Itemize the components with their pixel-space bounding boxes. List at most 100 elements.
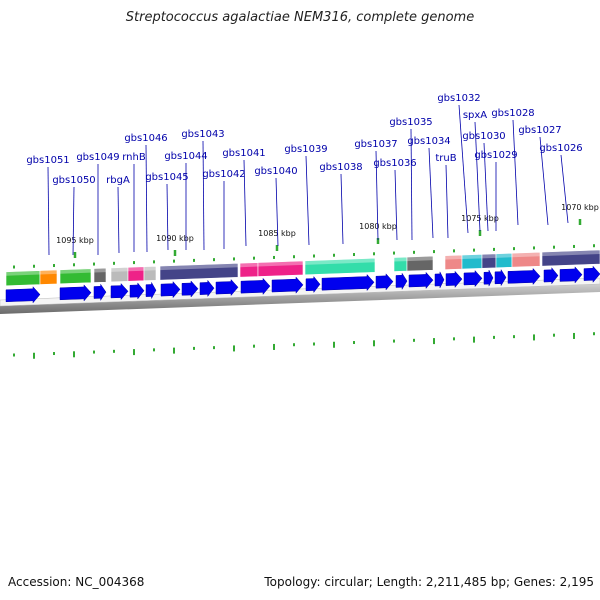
kbp-label: 1075 kbp [461,214,499,223]
cds-arrow [181,280,199,298]
cog-sheen [111,267,128,272]
cog-sheen [394,257,407,262]
leader-line [305,155,310,246]
gene-label-gbs1038[interactable]: gbs1038 [319,162,362,173]
kbp-label: 1090 kbp [156,234,194,243]
gene-label-gbs1032[interactable]: gbs1032 [437,93,480,104]
leader-line [243,159,247,247]
leader-line [474,121,481,232]
cog-sheen [6,270,40,276]
cds-arrow [463,269,483,288]
gene-label-gbs1051[interactable]: gbs1051 [26,155,69,166]
cds-arrow [583,265,600,283]
leader-line [458,104,469,234]
cds-arrow [5,286,41,304]
gene-label-gbs1040[interactable]: gbs1040 [254,166,297,177]
cds-arrow [110,282,129,301]
cds-arrow [160,281,181,299]
leader-line [47,166,50,256]
gene-label-gbs1026[interactable]: gbs1026 [539,143,582,154]
cds-arrow [434,271,445,288]
gene-label-rnhb[interactable]: rnhB [122,152,146,163]
cog-sheen [496,253,512,258]
cog-block [406,255,434,272]
leader-line [72,186,75,256]
cds-arrow [483,269,494,287]
cog-sheen [445,255,462,260]
kbp-label: 1095 kbp [56,236,94,245]
gene-label-gbs1050[interactable]: gbs1050 [52,175,95,186]
cog-block [541,249,600,267]
cds-arrow [408,271,434,290]
cds-arrow [494,268,507,287]
leader-line [202,140,205,251]
cog-sheen [305,258,375,265]
gene-label-gbs1036[interactable]: gbs1036 [373,158,416,169]
genome-summary: Topology: circular; Length: 2,211,485 bp… [264,575,594,589]
leader-line [145,144,148,253]
cog-block [59,268,92,285]
cds-arrow [507,267,541,286]
gene-label-spxa[interactable]: spxA [463,110,487,121]
gene-label-gbs1039[interactable]: gbs1039 [284,144,327,155]
cog-sheen [407,256,433,262]
leader-line [428,147,434,239]
leader-line [560,154,569,224]
cog-sheen [60,268,91,274]
leader-line [340,173,344,245]
cog-block [159,262,239,281]
cds-arrow [93,283,107,302]
cds-arrow [375,273,394,291]
cds-arrow [321,273,375,292]
leader-line [410,128,413,241]
gene-label-gbs1045[interactable]: gbs1045 [145,172,188,183]
backbone-band [0,284,600,314]
cds-arrow [445,270,463,288]
cds-arrow [199,279,215,298]
gene-label-gbs1029[interactable]: gbs1029 [474,150,517,161]
gene-label-gbs1046[interactable]: gbs1046 [124,133,167,144]
gene-label-gbs1041[interactable]: gbs1041 [222,148,265,159]
cog-sheen [160,263,238,271]
kbp-label: 1070 kbp [561,203,599,212]
cds-arrow [215,278,239,297]
leader-line [512,119,519,226]
cds-arrow [543,267,559,285]
leader-line [375,150,379,241]
cog-block [257,260,304,277]
gene-label-gbs1042[interactable]: gbs1042 [202,169,245,180]
cog-sheen [482,253,496,259]
cog-sheen [462,254,482,260]
cog-sheen [258,260,303,267]
leader-line [394,169,398,241]
cog-sheen [40,269,57,275]
gene-label-gbs1037[interactable]: gbs1037 [354,139,397,150]
leader-line [166,183,169,251]
gene-label-gbs1049[interactable]: gbs1049 [76,152,119,163]
gene-label-trub[interactable]: truB [435,153,456,164]
gene-label-gbs1030[interactable]: gbs1030 [462,131,505,142]
cog-block [511,251,541,268]
gene-label-gbs1027[interactable]: gbs1027 [518,125,561,136]
gene-label-gbs1028[interactable]: gbs1028 [491,108,534,119]
accession-label: Accession: NC_004368 [8,575,145,589]
leader-line [445,164,449,239]
leader-line [483,142,489,232]
cog-sheen [94,268,106,273]
gene-label-gbs1034[interactable]: gbs1034 [407,136,450,147]
cog-track [5,249,600,287]
gc-skew-track [13,332,595,359]
cds-arrow [59,284,92,302]
gene-label-rbga[interactable]: rbgA [106,175,130,186]
gene-label-gbs1044[interactable]: gbs1044 [164,151,207,162]
gene-label-gbs1035[interactable]: gbs1035 [389,117,432,128]
genome-title: Streptococcus agalactiae NEM316, complet… [125,10,475,25]
kbp-label: 1085 kbp [258,229,296,238]
gene-label-gbs1043[interactable]: gbs1043 [181,129,224,140]
cog-sheen [128,266,144,272]
cds-arrow [395,272,408,291]
gene-labels[interactable]: gbs1051 gbs1050 gbs1049 rbgA rnhB gbs1046 gbs1… [26,93,583,256]
cds-track [5,265,600,304]
cds-arrow [271,276,304,294]
cog-sheen [240,262,258,268]
